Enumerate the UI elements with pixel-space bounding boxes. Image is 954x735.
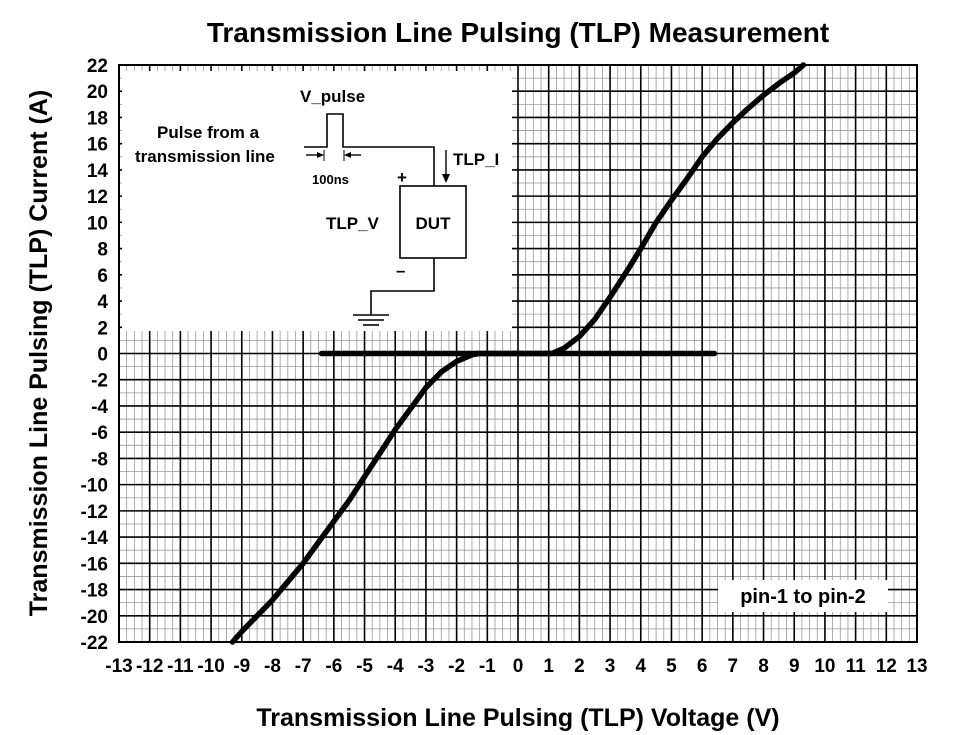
x-tick-label: -5 bbox=[356, 656, 373, 677]
x-tick-label: -12 bbox=[136, 656, 163, 677]
y-tick-label: -2 bbox=[91, 371, 108, 392]
y-tick-label: 8 bbox=[97, 240, 108, 261]
y-tick-label: -6 bbox=[91, 423, 108, 444]
plus-sign: + bbox=[397, 168, 407, 187]
current-arrowhead bbox=[442, 174, 450, 183]
x-tick-label: -6 bbox=[325, 656, 342, 677]
y-tick-label: -12 bbox=[81, 502, 108, 523]
y-tick-label: -16 bbox=[81, 554, 108, 575]
y-tick-label: -8 bbox=[91, 449, 108, 470]
x-tick-label: 11 bbox=[846, 656, 867, 677]
v-pulse-label: V_pulse bbox=[300, 87, 365, 106]
y-tick-label: -4 bbox=[91, 397, 108, 418]
y-tick-label: 22 bbox=[87, 56, 108, 77]
x-tick-label: 8 bbox=[758, 656, 769, 677]
x-tick-label: 9 bbox=[789, 656, 800, 677]
tlp-v-label: TLP_V bbox=[326, 214, 380, 233]
x-tick-label: -1 bbox=[479, 656, 496, 677]
x-tick-label: -3 bbox=[417, 656, 434, 677]
y-tick-label: 6 bbox=[97, 266, 108, 287]
y-tick-label: 16 bbox=[87, 135, 108, 156]
x-tick-label: 1 bbox=[543, 656, 554, 677]
y-tick-label: -22 bbox=[81, 633, 108, 654]
pulse-source-label-2: transmission line bbox=[135, 147, 275, 166]
y-tick-label: -14 bbox=[81, 528, 109, 549]
width-arrowhead-right bbox=[344, 152, 351, 158]
x-tick-label: -4 bbox=[387, 656, 404, 677]
tlp-i-label: TLP_I bbox=[453, 150, 499, 169]
pulse-duration-label: 100ns bbox=[312, 172, 349, 187]
pulse-source-label-1: Pulse from a bbox=[157, 123, 260, 142]
y-tick-label: -10 bbox=[81, 476, 108, 497]
x-tick-label: -13 bbox=[105, 656, 132, 677]
x-tick-labels: -13 -12 -11 -10 -9 -8 -7 -6 -5 -4 -3 -2 -1 0 1 2 3 4 5 6 7 8 9… bbox=[105, 656, 927, 677]
x-tick-label: 0 bbox=[513, 656, 524, 677]
y-tick-label: -20 bbox=[81, 607, 108, 628]
x-tick-label: 5 bbox=[666, 656, 677, 677]
x-tick-label: -8 bbox=[264, 656, 281, 677]
x-tick-label: -11 bbox=[167, 656, 194, 677]
data-series bbox=[229, 62, 807, 645]
x-tick-label: 7 bbox=[728, 656, 739, 677]
y-axis-title: Transmission Line Pulsing (TLP) Current … bbox=[25, 90, 53, 616]
x-tick-label: 10 bbox=[814, 656, 835, 677]
plot-frame bbox=[118, 64, 918, 643]
ground-wire bbox=[370, 258, 435, 315]
y-tick-label: 0 bbox=[97, 345, 108, 366]
y-tick-label: 2 bbox=[97, 318, 108, 339]
y-tick-label: 20 bbox=[87, 82, 108, 103]
y-tick-label: 12 bbox=[87, 187, 108, 208]
x-tick-label: -2 bbox=[448, 656, 465, 677]
pulse-waveform-wire bbox=[304, 113, 435, 186]
x-tick-label: 6 bbox=[697, 656, 708, 677]
y-tick-labels: -22-20-18-16-14-12-10-8-6-4-202468101214… bbox=[81, 56, 109, 654]
chart-title: Transmission Line Pulsing (TLP) Measurem… bbox=[207, 17, 829, 48]
dut-label: DUT bbox=[416, 214, 452, 233]
y-tick-label: -18 bbox=[81, 581, 108, 602]
x-tick-label: 3 bbox=[605, 656, 616, 677]
inset-schematic: V_pulse Pulse from a transmission line 1… bbox=[122, 71, 512, 331]
x-axis-title: Transmission Line Pulsing (TLP) Voltage … bbox=[256, 704, 779, 732]
x-tick-label: 12 bbox=[876, 656, 897, 677]
y-tick-label: 18 bbox=[87, 108, 108, 129]
x-tick-label: -9 bbox=[233, 656, 250, 677]
x-tick-label: 4 bbox=[635, 656, 646, 677]
y-tick-label: 4 bbox=[97, 292, 108, 313]
annotation-background bbox=[718, 580, 888, 612]
x-tick-label: -10 bbox=[197, 656, 224, 677]
minus-sign: – bbox=[396, 261, 405, 280]
dut-box bbox=[399, 185, 467, 259]
x-tick-label: 13 bbox=[906, 656, 927, 677]
y-tick-label: 14 bbox=[87, 161, 109, 182]
width-arrowhead-left bbox=[317, 152, 324, 158]
pin-annotation: pin-1 to pin-2 bbox=[740, 586, 866, 608]
x-tick-label: 2 bbox=[574, 656, 585, 677]
y-tick-label: 10 bbox=[87, 213, 108, 234]
x-tick-label: -7 bbox=[295, 656, 312, 677]
